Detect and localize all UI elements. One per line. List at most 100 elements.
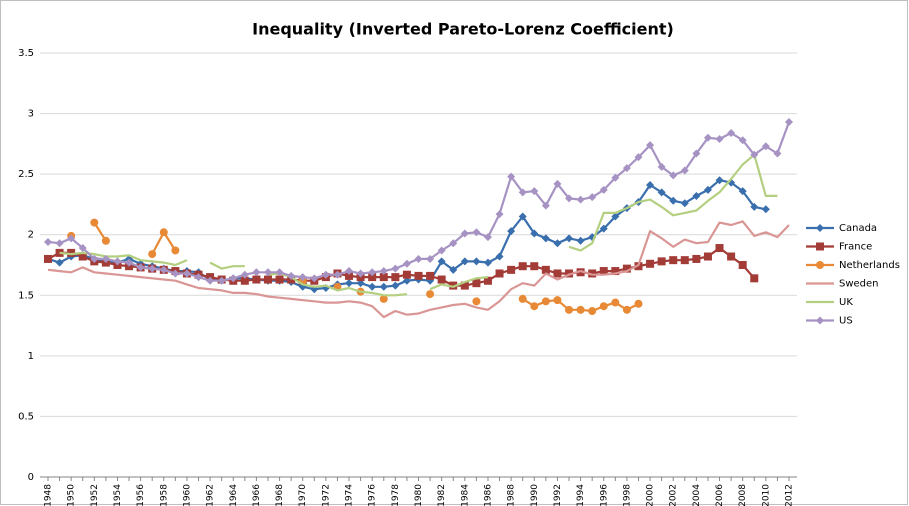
data-point bbox=[669, 171, 678, 180]
data-point bbox=[437, 246, 446, 255]
data-point bbox=[692, 149, 701, 158]
data-point bbox=[565, 194, 574, 203]
data-point bbox=[611, 173, 620, 182]
data-point bbox=[541, 297, 550, 306]
data-point bbox=[159, 265, 168, 274]
x-tick-label: 2008 bbox=[738, 484, 748, 506]
data-point bbox=[90, 254, 99, 263]
series bbox=[44, 176, 770, 294]
data-point bbox=[44, 237, 52, 246]
data-point bbox=[55, 258, 64, 267]
data-point bbox=[541, 265, 550, 274]
data-point bbox=[727, 252, 736, 261]
data-point bbox=[518, 212, 527, 221]
data-point bbox=[495, 210, 504, 219]
x-tick-label: 1992 bbox=[553, 484, 563, 506]
data-point bbox=[622, 264, 631, 273]
data-point bbox=[321, 270, 330, 279]
data-point bbox=[588, 269, 597, 278]
data-point bbox=[715, 176, 724, 185]
data-point bbox=[240, 276, 249, 285]
data-point bbox=[553, 269, 562, 278]
data-point bbox=[773, 149, 782, 158]
data-point bbox=[507, 172, 516, 181]
x-tick-label: 2012 bbox=[785, 484, 795, 506]
data-point bbox=[553, 179, 562, 188]
data-point bbox=[657, 162, 666, 171]
data-point bbox=[599, 302, 608, 311]
series-line bbox=[59, 153, 778, 297]
data-point bbox=[761, 205, 770, 214]
x-tick-label: 2004 bbox=[692, 484, 702, 506]
y-tick-label: 1.5 bbox=[18, 290, 34, 301]
legend-label: France bbox=[839, 242, 872, 253]
data-point bbox=[611, 212, 620, 221]
data-point bbox=[785, 118, 793, 127]
data-point bbox=[472, 279, 481, 288]
data-point bbox=[634, 153, 643, 162]
y-tick-label: 0 bbox=[28, 472, 34, 483]
x-tick-label: 1958 bbox=[159, 484, 169, 506]
data-point bbox=[182, 269, 191, 278]
data-point bbox=[55, 239, 64, 248]
x-tick-label: 1966 bbox=[252, 484, 262, 506]
data-point bbox=[750, 150, 759, 159]
legend-marker bbox=[816, 224, 824, 232]
y-tick-label: 2.5 bbox=[18, 169, 34, 180]
data-point bbox=[449, 281, 458, 290]
data-point bbox=[460, 281, 469, 290]
x-tick-label: 1950 bbox=[67, 484, 77, 506]
data-point bbox=[669, 196, 678, 205]
data-point bbox=[356, 269, 365, 278]
data-point bbox=[680, 166, 689, 175]
data-point bbox=[541, 234, 550, 243]
legend-label: US bbox=[839, 316, 853, 327]
legend-marker bbox=[816, 242, 824, 251]
data-point bbox=[657, 257, 666, 266]
data-point bbox=[530, 187, 539, 196]
data-point bbox=[657, 188, 666, 197]
data-point bbox=[495, 269, 504, 278]
data-point bbox=[368, 282, 377, 291]
x-tick-label: 1960 bbox=[182, 484, 192, 506]
data-point bbox=[715, 244, 724, 253]
x-tick-label: 1978 bbox=[391, 484, 401, 506]
data-point bbox=[426, 271, 435, 280]
data-point bbox=[750, 274, 759, 283]
data-point bbox=[125, 258, 134, 267]
series bbox=[44, 118, 793, 285]
legend-label: UK bbox=[839, 297, 853, 308]
data-point bbox=[148, 264, 157, 273]
x-tick-label: 1952 bbox=[90, 484, 100, 506]
x-tick-label: 2006 bbox=[715, 484, 725, 506]
x-tick-label: 1982 bbox=[437, 484, 447, 506]
x-tick-label: 1988 bbox=[507, 484, 517, 506]
data-point bbox=[368, 268, 377, 277]
data-point bbox=[483, 258, 492, 267]
x-tick-label: 2010 bbox=[761, 484, 771, 506]
data-point bbox=[634, 299, 643, 308]
x-tick-label: 2000 bbox=[646, 484, 656, 506]
data-point bbox=[483, 276, 492, 285]
data-point bbox=[518, 188, 527, 197]
data-point bbox=[55, 248, 64, 257]
data-point bbox=[460, 257, 469, 266]
x-tick-label: 1948 bbox=[44, 484, 54, 506]
data-point bbox=[379, 294, 388, 303]
legend-label: Sweden bbox=[839, 279, 879, 290]
data-point bbox=[530, 229, 539, 238]
data-point bbox=[252, 275, 261, 284]
data-point bbox=[553, 296, 562, 305]
data-point bbox=[692, 191, 701, 200]
data-point bbox=[148, 250, 157, 259]
x-tick-label: 2002 bbox=[669, 484, 679, 506]
legend-label: Canada bbox=[839, 223, 877, 234]
data-point bbox=[113, 257, 122, 266]
data-point bbox=[449, 239, 458, 248]
data-point bbox=[345, 271, 354, 280]
x-tick-label: 1990 bbox=[530, 484, 540, 506]
data-point bbox=[287, 271, 296, 280]
data-point bbox=[622, 305, 631, 314]
data-point bbox=[402, 270, 411, 279]
